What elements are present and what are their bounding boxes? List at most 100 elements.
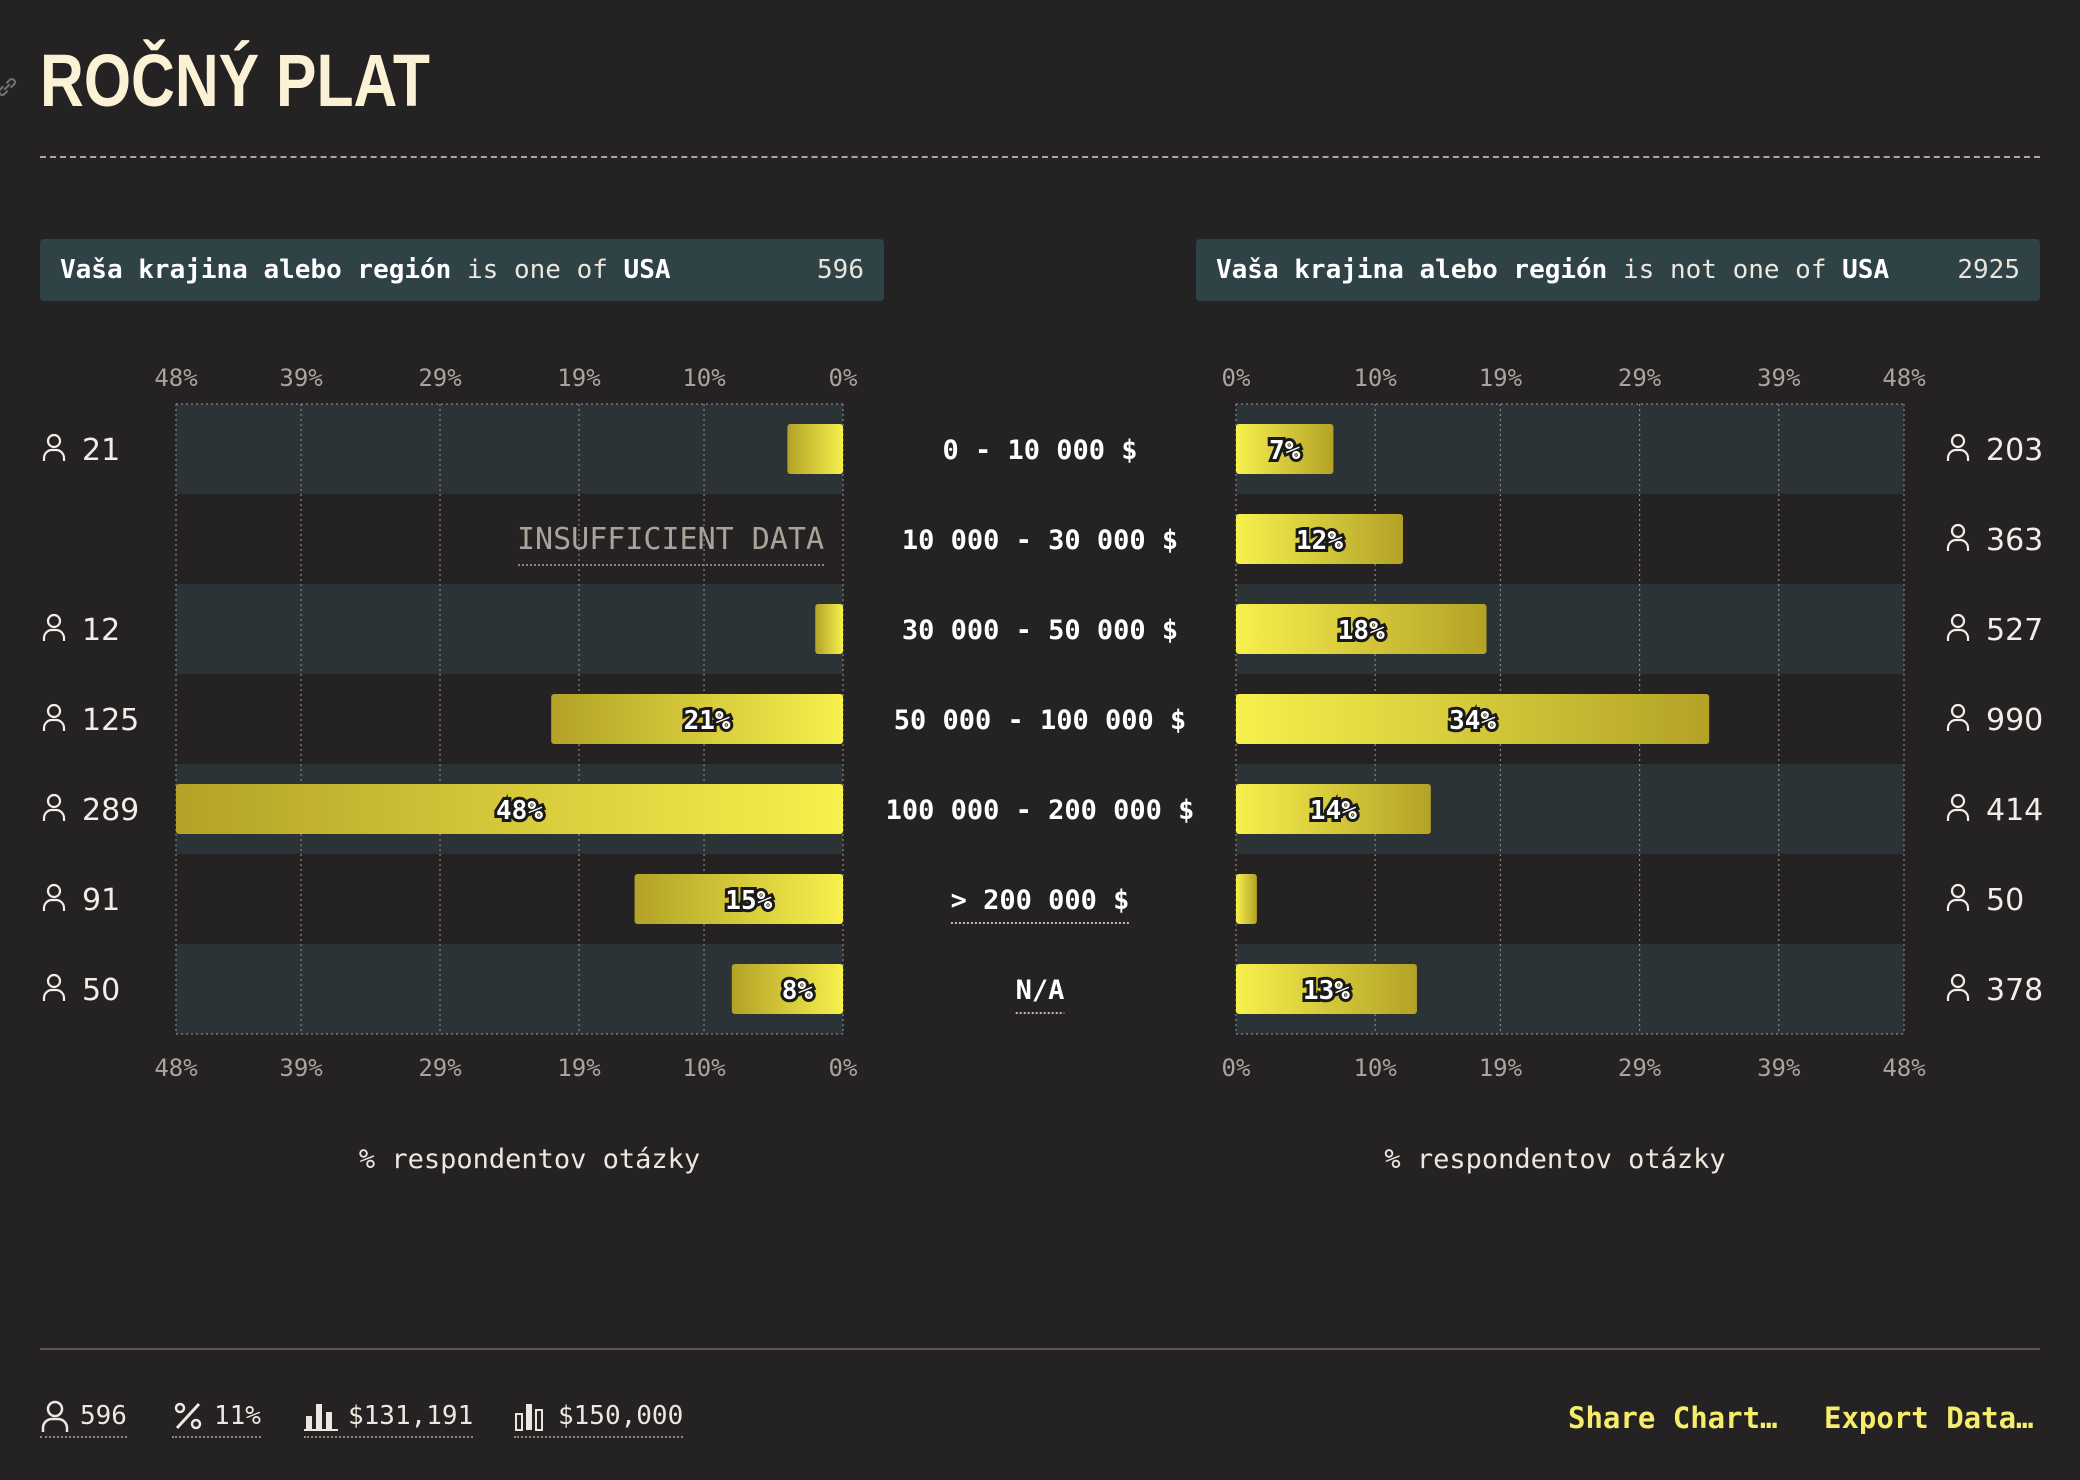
x-axis-label-left: % respondentov otázky <box>359 1144 700 1175</box>
link-icon[interactable] <box>0 74 20 100</box>
person-icon-right <box>1946 703 1970 731</box>
stat-respondents[interactable]: 596 <box>40 1396 127 1438</box>
count-left: 91 <box>82 883 120 918</box>
tick-top-right: 39% <box>1757 364 1801 392</box>
tick-top-left: 29% <box>418 364 462 392</box>
tick-bottom-left: 0% <box>829 1054 858 1082</box>
tick-top-left: 48% <box>154 364 198 392</box>
band-right <box>1236 404 1904 494</box>
tick-bottom-right: 10% <box>1353 1054 1397 1082</box>
count-right: 990 <box>1986 703 2043 738</box>
bar-right-label: 13% <box>1303 976 1350 1006</box>
filter-left[interactable]: Vaša krajina alebo región is one of USA … <box>40 239 884 301</box>
person-icon-head <box>46 793 62 809</box>
person-icon-body <box>1946 628 1970 641</box>
person-icon-body <box>42 808 66 821</box>
bar-left <box>176 784 843 834</box>
insufficient-data-label: INSUFFICIENT DATA <box>517 522 824 557</box>
person-icon-left <box>42 433 66 461</box>
tick-top-right: 29% <box>1618 364 1662 392</box>
person-icon-head <box>46 703 62 719</box>
count-right: 527 <box>1986 613 2043 648</box>
person-icon-head <box>1950 883 1966 899</box>
filter-right-count: 2925 <box>1957 255 2020 285</box>
person-icon-body <box>42 448 66 461</box>
tick-top-right: 0% <box>1222 364 1251 392</box>
footer-divider <box>40 1348 2040 1350</box>
stat-percent[interactable]: 11% <box>172 1396 261 1438</box>
person-icon-body <box>1946 898 1970 911</box>
person-icon-body <box>1946 808 1970 821</box>
bar-left-label: 15% <box>725 886 772 916</box>
filter-right-text: Vaša krajina alebo región is not one of … <box>1216 255 1890 285</box>
page-title: ROČNÝ PLAT <box>40 39 430 122</box>
tick-top-right: 19% <box>1479 364 1523 392</box>
person-icon-left <box>42 613 66 641</box>
person-icon-right <box>1946 793 1970 821</box>
person-icon-head <box>1950 703 1966 719</box>
count-right: 378 <box>1986 973 2043 1008</box>
stat-respondents-value: 596 <box>80 1401 127 1431</box>
bar-left-label: 21% <box>684 706 731 736</box>
person-icon-head <box>1950 793 1966 809</box>
bar-right <box>1236 784 1431 834</box>
person-icon-head <box>1950 613 1966 629</box>
person-icon-head <box>46 613 62 629</box>
share-chart-button[interactable]: Share Chart… <box>1568 1401 1778 1435</box>
stat-mean[interactable]: $131,191 <box>304 1396 474 1438</box>
tick-bottom-left: 39% <box>279 1054 323 1082</box>
person-icon-left <box>42 883 66 911</box>
count-right: 414 <box>1986 793 2043 828</box>
person-icon-right <box>1946 613 1970 641</box>
person-icon-body <box>1946 988 1970 1001</box>
stat-median-value: $150,000 <box>558 1401 684 1431</box>
person-icon-body <box>42 988 66 1001</box>
count-left: 21 <box>82 433 120 468</box>
bar-right <box>1236 424 1334 474</box>
bar-right <box>1236 874 1257 924</box>
bar-right-label: 12% <box>1296 526 1343 556</box>
tick-top-left: 0% <box>829 364 858 392</box>
filter-right[interactable]: Vaša krajina alebo región is not one of … <box>1196 239 2040 301</box>
category-label: 0 - 10 000 $ <box>942 435 1137 466</box>
count-right: 203 <box>1986 433 2043 468</box>
person-icon-head <box>1950 973 1966 989</box>
bar-right-label: 14% <box>1310 796 1357 826</box>
bar-left <box>551 694 843 744</box>
bar-right <box>1236 694 1710 744</box>
tick-bottom-right: 29% <box>1618 1054 1662 1082</box>
person-icon-left <box>42 793 66 821</box>
tick-bottom-right: 48% <box>1882 1054 1926 1082</box>
person-icon-left <box>42 973 66 1001</box>
tick-bottom-right: 0% <box>1222 1054 1251 1082</box>
person-icon-head <box>1950 523 1966 539</box>
count-left: 125 <box>82 703 139 738</box>
person-icon-head <box>1950 433 1966 449</box>
person-icon-body <box>1946 718 1970 731</box>
person-icon <box>41 1400 69 1432</box>
export-data-button[interactable]: Export Data… <box>1824 1401 2034 1435</box>
category-label: 30 000 - 50 000 $ <box>902 615 1178 646</box>
count-left: 289 <box>82 793 139 828</box>
person-icon-right <box>1946 973 1970 1001</box>
person-icon-body <box>42 898 66 911</box>
person-icon-head <box>46 883 62 899</box>
category-label: N/A <box>1016 975 1065 1006</box>
category-label: 10 000 - 30 000 $ <box>902 525 1178 556</box>
bar-right-label: 18% <box>1338 616 1385 646</box>
person-icon-body <box>42 718 66 731</box>
bar-left-label: 8% <box>782 976 814 1006</box>
stat-median[interactable]: $150,000 <box>514 1396 684 1438</box>
person-icon-body <box>1946 538 1970 551</box>
band-left <box>176 404 843 494</box>
x-axis-label-right: % respondentov otázky <box>1384 1144 1725 1175</box>
tick-top-right: 48% <box>1882 364 1926 392</box>
person-icon-right <box>1946 523 1970 551</box>
band-left <box>176 584 843 674</box>
person-icon-head <box>46 973 62 989</box>
bar-left-label: 48% <box>496 796 543 826</box>
title-divider <box>40 156 2040 158</box>
count-right: 363 <box>1986 523 2043 558</box>
bar-right <box>1236 604 1487 654</box>
tick-bottom-left: 29% <box>418 1054 462 1082</box>
